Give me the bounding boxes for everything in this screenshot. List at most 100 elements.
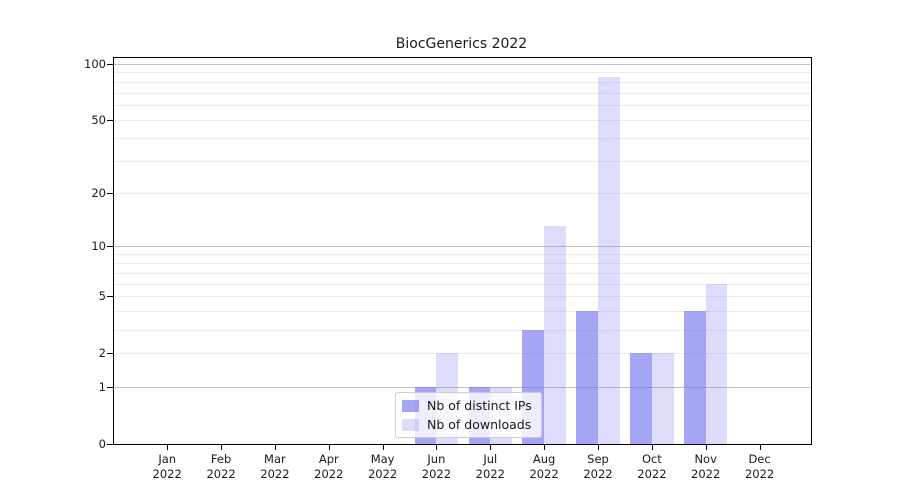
x-tick-year: 2022 (529, 467, 559, 481)
y-tick-mark (107, 63, 114, 65)
x-tick-year: 2022 (421, 467, 452, 481)
x-tick-month: Dec (748, 452, 771, 466)
y-tick-label: 5 (98, 289, 106, 304)
y-tick-label: 2 (98, 346, 106, 361)
x-tick-month: Apr (318, 452, 339, 466)
x-tick-month: Nov (694, 452, 717, 466)
y-tick-label: 20 (91, 186, 106, 200)
x-tick-mark (382, 445, 384, 450)
x-tick-mark (544, 445, 546, 450)
chart-title: BiocGenerics 2022 (395, 36, 528, 52)
x-tick-mark (490, 445, 492, 450)
y-tick-label: 0 (98, 437, 106, 451)
bar-distinct-ips-sep-2022 (576, 311, 598, 444)
y-gridline-minor (114, 272, 811, 274)
y-tick-mark (107, 296, 114, 298)
x-tick-year: 2022 (206, 467, 236, 481)
bar-distinct-ips-nov-2022 (683, 311, 706, 444)
legend-label-distinct-ips: Nb of distinct IPs (427, 398, 532, 413)
y-tick-mark (107, 386, 114, 388)
x-tick-month: Oct (641, 452, 662, 466)
y-gridline-minor (114, 160, 811, 162)
y-gridline-minor (114, 92, 811, 94)
x-tick-mark (436, 445, 438, 450)
y-tick-mark (107, 444, 114, 445)
x-tick-month: Jul (483, 452, 498, 466)
y-gridline-major (114, 246, 811, 248)
legend-label-downloads: Nb of downloads (427, 417, 532, 432)
legend-swatch-distinct-ips (402, 399, 419, 412)
legend: Nb of distinct IPs Nb of downloads (395, 392, 542, 438)
x-tick-month: Mar (264, 452, 286, 466)
x-tick-year: 2022 (152, 467, 182, 481)
x-tick-month: Feb (210, 452, 232, 466)
y-tick-label: 100 (84, 56, 106, 71)
x-tick-label: Nov 2022 (678, 452, 734, 482)
y-gridline-minor (114, 283, 811, 285)
bar-downloads-aug-2022 (544, 226, 566, 444)
x-tick-label: Mar 2022 (247, 452, 303, 482)
y-gridline-minor (114, 193, 811, 194)
x-tick-label: May 2022 (355, 452, 411, 482)
x-tick-label: Feb 2022 (193, 452, 249, 482)
x-tick-year: 2022 (744, 467, 775, 481)
y-tick-label: 10 (91, 239, 106, 254)
y-gridline-minor (114, 81, 811, 83)
x-tick-label: Jun 2022 (408, 452, 464, 482)
y-gridline-minor (114, 353, 811, 355)
x-tick-mark (221, 445, 223, 450)
y-gridline-minor (114, 105, 811, 107)
x-tick-label: Apr 2022 (301, 452, 357, 482)
y-gridline-minor (114, 119, 811, 121)
x-tick-mark (705, 445, 707, 450)
y-gridline-minor (114, 262, 811, 264)
y-tick-label: 50 (91, 112, 106, 127)
x-tick-month: Sep (587, 452, 609, 466)
x-tick-mark (651, 445, 653, 450)
x-tick-year: 2022 (691, 467, 721, 481)
y-tick-mark (107, 119, 114, 121)
x-tick-year: 2022 (314, 467, 344, 481)
y-gridline-minor (114, 311, 811, 313)
x-tick-label: Sep 2022 (570, 452, 626, 482)
x-tick-mark (328, 445, 330, 450)
x-tick-year: 2022 (637, 467, 667, 481)
x-tick-mark (167, 445, 169, 450)
y-gridline-major (114, 386, 811, 388)
x-tick-label: Jan 2022 (139, 452, 195, 482)
x-tick-month: Aug (532, 452, 556, 466)
x-tick-mark (274, 445, 276, 450)
bar-downloads-nov-2022 (705, 283, 728, 444)
x-tick-mark (598, 445, 599, 450)
bar-downloads-sep-2022 (598, 76, 620, 444)
x-tick-label: Jul 2022 (462, 452, 518, 482)
x-tick-month: May (370, 452, 395, 466)
legend-swatch-downloads (402, 418, 419, 431)
bar-distinct-ips-oct-2022 (630, 353, 652, 444)
y-gridline-minor (114, 254, 811, 256)
y-tick-label: 1 (98, 379, 106, 394)
x-tick-label: Oct 2022 (624, 452, 680, 482)
y-gridline-minor (114, 137, 811, 139)
y-tick-mark (107, 246, 114, 248)
x-tick-year: 2022 (475, 467, 505, 481)
legend-item-distinct-ips: Nb of distinct IPs (402, 398, 532, 413)
plot-area: Nb of distinct IPs Nb of downloads 0 1 2 5 1… (84, 57, 812, 481)
x-tick-year: 2022 (583, 467, 613, 481)
x-tick-month: Jan (158, 452, 177, 466)
y-gridline-minor (114, 329, 811, 331)
y-gridline-major (114, 63, 811, 65)
x-tick-year: 2022 (367, 467, 398, 481)
x-tick-year: 2022 (260, 467, 290, 481)
x-tick-label: Dec 2022 (732, 452, 788, 482)
legend-item-downloads: Nb of downloads (402, 417, 532, 432)
bar-downloads-oct-2022 (651, 353, 674, 444)
y-gridline-minor (114, 72, 811, 74)
y-tick-mark (107, 193, 114, 194)
y-gridline-minor (114, 296, 811, 298)
x-tick-label: Aug 2022 (516, 452, 572, 482)
y-tick-mark (107, 353, 114, 355)
x-tick-month: Jun (427, 452, 446, 466)
x-tick-mark (759, 445, 761, 450)
